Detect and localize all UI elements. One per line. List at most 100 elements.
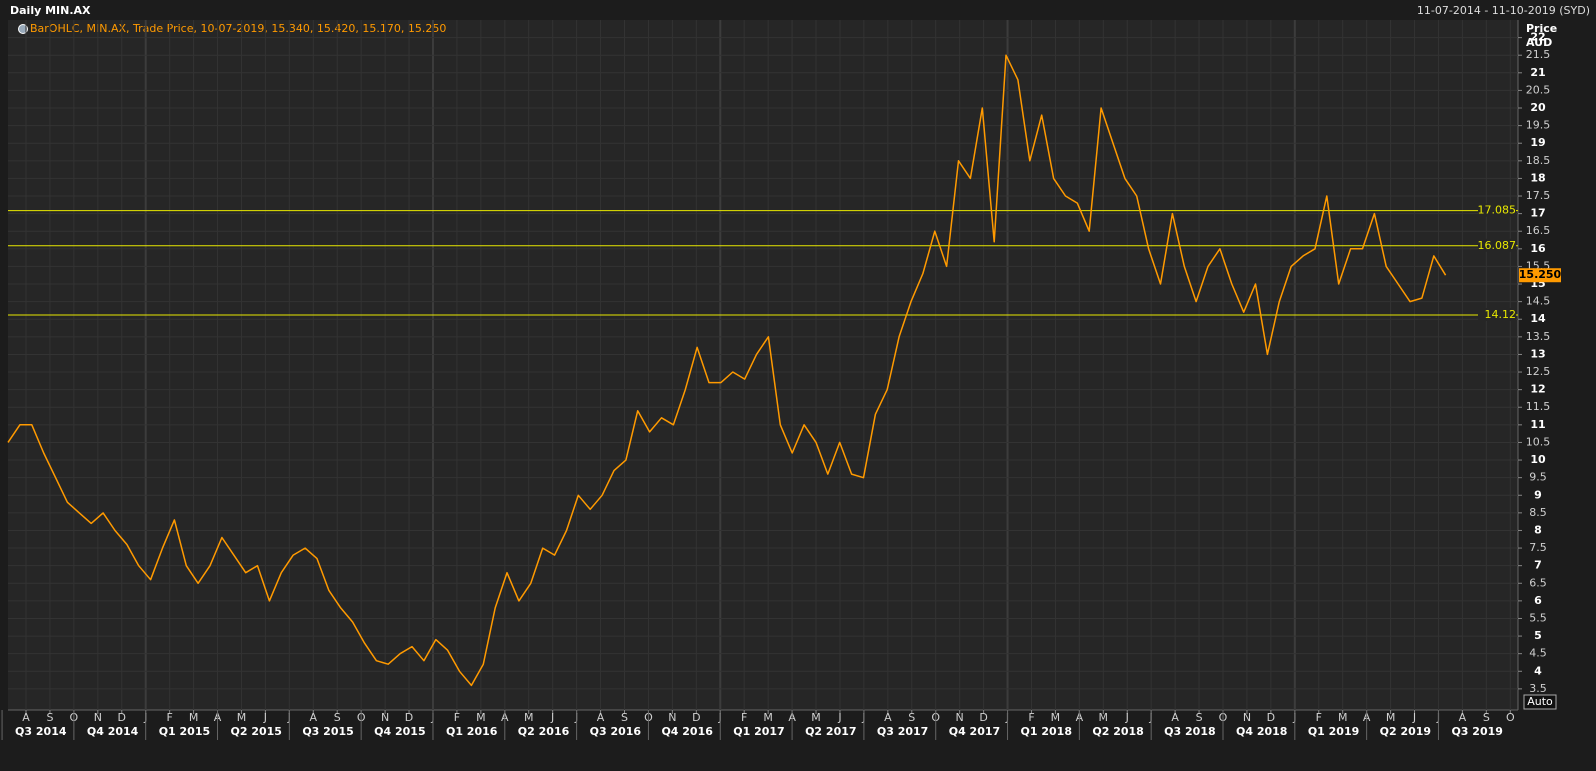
- x-tick-label: M: [189, 711, 199, 724]
- quarter-label: Q1 2016: [446, 725, 498, 738]
- quarter-label: Q4 2015: [374, 725, 425, 738]
- x-tick-label: F: [1316, 711, 1322, 724]
- x-tick-label: N: [956, 711, 964, 724]
- y-tick-label: 10.5: [1526, 435, 1551, 448]
- quarter-label: Q4 2016: [661, 725, 713, 738]
- x-tick-label: A: [884, 711, 892, 724]
- y-tick-label: 7.5: [1529, 541, 1547, 554]
- x-tick-label: S: [621, 711, 628, 724]
- reference-label: 14.12: [1485, 308, 1517, 321]
- quarter-label: Q4 2014: [87, 725, 139, 738]
- x-tick-label: J: [550, 711, 554, 724]
- quarter-label: Q1 2018: [1021, 725, 1072, 738]
- x-tick-label: A: [22, 711, 30, 724]
- auto-button-text[interactable]: Auto: [1527, 695, 1553, 708]
- x-tick-label: D: [405, 711, 413, 724]
- quarter-label: Q4 2018: [1236, 725, 1287, 738]
- y-tick-label: 12.5: [1526, 365, 1551, 378]
- quarter-label: Q3 2015: [302, 725, 353, 738]
- x-tick-label: S: [46, 711, 53, 724]
- y-tick-label: 14: [1530, 312, 1546, 325]
- quarter-label: Q2 2018: [1092, 725, 1143, 738]
- y-tick-label: 5: [1534, 629, 1542, 642]
- x-tick-label: D: [979, 711, 987, 724]
- quarter-label: Q3 2017: [877, 725, 928, 738]
- x-tick-label: M: [524, 711, 534, 724]
- x-tick-label: F: [166, 711, 172, 724]
- y-tick-label: 5.5: [1529, 611, 1547, 624]
- x-tick-label: N: [381, 711, 389, 724]
- x-tick-label: M: [811, 711, 821, 724]
- x-tick-label: J: [1412, 711, 1416, 724]
- quarter-label: Q3 2018: [1164, 725, 1215, 738]
- y-tick-label: 16: [1530, 242, 1546, 255]
- x-tick-label: S: [908, 711, 915, 724]
- legend-text: BarOHLC, MIN.AX, Trade Price, 10-07-2019…: [30, 22, 446, 35]
- quarter-label: Q3 2016: [590, 725, 642, 738]
- quarter-label: Q3 2019: [1451, 725, 1502, 738]
- x-tick-label: M: [1338, 711, 1348, 724]
- reference-label: 17.085: [1478, 204, 1517, 217]
- plot-area: [8, 20, 1518, 710]
- y-tick-label: 17: [1530, 207, 1545, 220]
- x-tick-label: A: [1459, 711, 1467, 724]
- x-tick-label: M: [1099, 711, 1109, 724]
- quarter-label: Q1 2019: [1308, 725, 1359, 738]
- y-tick-label: 16.5: [1526, 224, 1551, 237]
- x-tick-label: M: [763, 711, 773, 724]
- x-tick-label: F: [741, 711, 747, 724]
- x-tick-label: J: [263, 711, 267, 724]
- quarter-label: Q1 2015: [159, 725, 210, 738]
- legend-icon: [18, 24, 28, 34]
- x-tick-label: J: [1125, 711, 1129, 724]
- y-tick-label: 11: [1530, 418, 1545, 431]
- x-tick-label: F: [454, 711, 460, 724]
- quarter-label: Q2 2019: [1380, 725, 1431, 738]
- y-tick-label: 8: [1534, 523, 1542, 536]
- date-range: 11-07-2014 - 11-10-2019 (SYD): [1417, 4, 1590, 17]
- x-tick-label: D: [1267, 711, 1275, 724]
- y-tick-label: 4: [1534, 664, 1542, 677]
- y-tick-label: 9: [1534, 488, 1542, 501]
- auto-button-box[interactable]: [1523, 694, 1557, 710]
- y-tick-label: 21.5: [1526, 48, 1551, 61]
- x-tick-label: M: [237, 711, 247, 724]
- price-line: [7, 54, 1447, 687]
- y-tick-label: 14.5: [1526, 295, 1551, 308]
- y-tick-label: 6: [1534, 594, 1542, 607]
- y-tick-label: 8.5: [1529, 506, 1547, 519]
- y-tick-label: 18: [1530, 171, 1545, 184]
- x-tick-label: O: [1506, 711, 1515, 724]
- x-tick-label: S: [1483, 711, 1490, 724]
- reference-label: 16.087: [1478, 239, 1517, 252]
- x-tick-label: A: [310, 711, 318, 724]
- y-tick-label: 9.5: [1529, 471, 1547, 484]
- y-tick-label: 20: [1530, 101, 1546, 114]
- y-tick-label: 18.5: [1526, 154, 1551, 167]
- reference-label-bg: [1478, 238, 1516, 252]
- x-tick-label: A: [597, 711, 605, 724]
- x-tick-label: N: [1243, 711, 1251, 724]
- y-tick-label: 6.5: [1529, 576, 1547, 589]
- x-tick-label: N: [668, 711, 676, 724]
- y-tick-label: 19.5: [1526, 119, 1551, 132]
- y-tick-label: 10: [1530, 453, 1546, 466]
- y-tick-label: 4.5: [1529, 647, 1547, 660]
- y-tick-label: 21: [1530, 66, 1545, 79]
- x-tick-label: M: [476, 711, 486, 724]
- x-tick-label: A: [1171, 711, 1179, 724]
- reference-label-bg: [1478, 308, 1516, 322]
- quarter-label: Q4 2017: [949, 725, 1000, 738]
- y-axis-label: Price: [1526, 22, 1557, 35]
- x-tick-label: D: [692, 711, 700, 724]
- y-tick-label: 19: [1530, 136, 1545, 149]
- auto-button[interactable]: Auto: [1523, 694, 1557, 710]
- quarter-label: Q2 2016: [518, 725, 570, 738]
- y-tick-label: 13: [1530, 347, 1545, 360]
- y-tick-label: 11.5: [1526, 400, 1551, 413]
- reference-label-bg: [1478, 203, 1516, 217]
- x-tick-label: M: [1051, 711, 1061, 724]
- last-price-box: [1519, 268, 1561, 283]
- quarter-label: Q2 2015: [231, 725, 282, 738]
